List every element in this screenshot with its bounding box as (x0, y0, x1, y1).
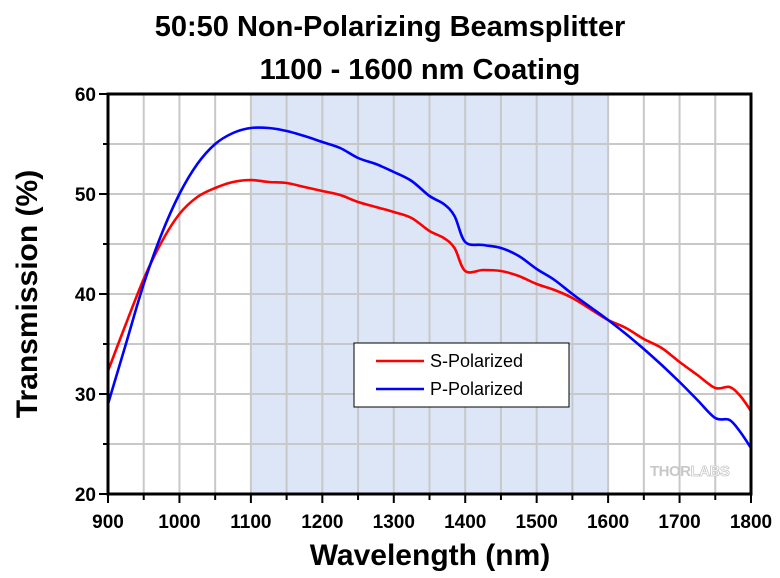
x-tick-label: 1500 (516, 512, 558, 533)
y-axis-label: Transmission (%) (11, 170, 44, 418)
watermark-logo: THORLABS (650, 463, 730, 480)
series-lines (106, 126, 753, 449)
x-tick-label: 1100 (230, 512, 271, 533)
chart-title-line-2: 1100 - 1600 nm Coating (260, 54, 581, 86)
x-tick-label: 1700 (658, 512, 700, 533)
y-tick-labels: 20 30 40 50 60 (75, 85, 96, 506)
legend: S-Polarized P-Polarized (353, 342, 570, 408)
series-line-p-polarized (106, 126, 753, 449)
x-tick-label: 1000 (158, 512, 200, 533)
axes (99, 92, 753, 503)
x-tick-label: 1300 (373, 512, 415, 533)
watermark-thor: THOR (650, 463, 691, 480)
legend-label-p-polarized: P-Polarized (430, 379, 523, 399)
x-tick-label: 1600 (587, 512, 629, 533)
y-tick-label: 20 (75, 485, 96, 506)
legend-box (353, 342, 570, 408)
x-tick-label: 1400 (444, 512, 486, 533)
y-tick-label: 60 (75, 85, 96, 106)
x-tick-label: 900 (92, 512, 124, 533)
x-axis-label: Wavelength (nm) (310, 539, 551, 572)
x-tick-label: 1800 (730, 512, 772, 533)
x-tick-label: 1200 (301, 512, 343, 533)
thorlabs-watermark: THORLABS (650, 463, 731, 481)
y-tick-label: 30 (75, 385, 96, 406)
legend-label-s-polarized: S-Polarized (430, 351, 523, 371)
watermark-labs: LABS (691, 463, 730, 480)
x-tick-labels: 900 1000 1100 1200 1300 1400 1500 1600 1700 1800 (92, 512, 772, 533)
y-tick-label: 40 (75, 285, 96, 306)
y-tick-label: 50 (75, 185, 96, 206)
chart-title-line-1: 50:50 Non-Polarizing Beamsplitter (155, 11, 626, 43)
series-line-s-polarized (106, 178, 753, 412)
